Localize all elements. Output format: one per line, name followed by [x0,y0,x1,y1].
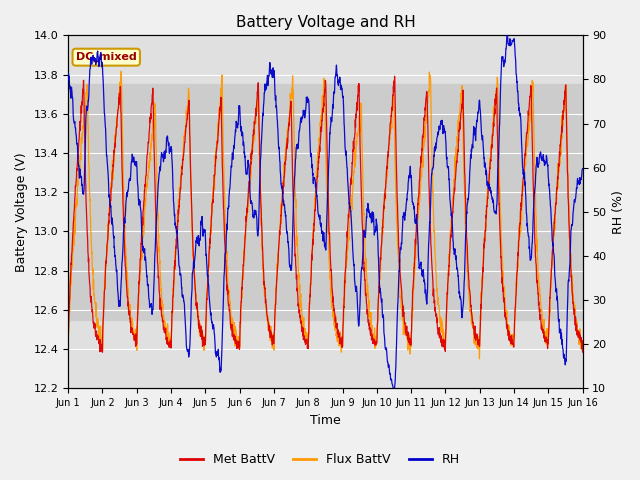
Y-axis label: Battery Voltage (V): Battery Voltage (V) [15,152,28,272]
Legend: Met BattV, Flux BattV, RH: Met BattV, Flux BattV, RH [175,448,465,471]
Title: Battery Voltage and RH: Battery Voltage and RH [236,15,415,30]
X-axis label: Time: Time [310,414,340,427]
Text: DC_mixed: DC_mixed [76,52,136,62]
Bar [68,84,582,320]
Y-axis label: RH (%): RH (%) [612,190,625,234]
